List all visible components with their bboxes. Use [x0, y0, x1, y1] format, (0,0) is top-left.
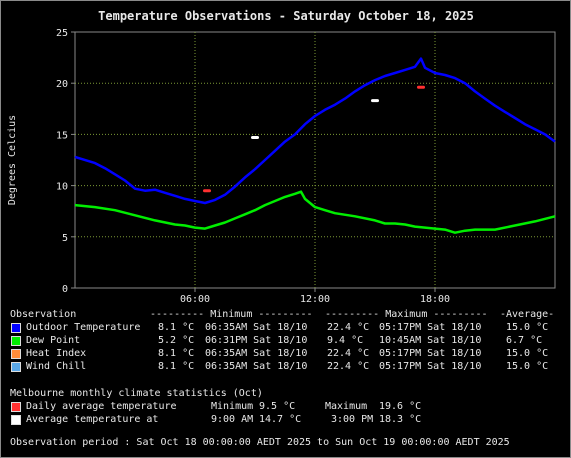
x-tick-label: 06:00: [180, 294, 210, 305]
chart-title: Temperature Observations - Saturday Octo…: [98, 9, 474, 23]
series-line-dew-point: [74, 190, 556, 234]
y-tick-label: 15: [56, 130, 68, 141]
x-tick-labels: 06:00 12:00 18:00: [180, 288, 450, 305]
y-axis-label: Degrees Celcius: [7, 115, 18, 205]
climate-marker: [371, 99, 379, 103]
y-tick-label: 25: [56, 28, 68, 39]
y-tick-label: 0: [62, 284, 68, 295]
y-tick-label: 10: [56, 182, 68, 193]
y-tick-label: 5: [62, 233, 68, 244]
climate-marker: [251, 135, 259, 139]
climate-marker: [203, 189, 211, 193]
grid-lines: [75, 32, 555, 288]
x-tick-label: 12:00: [300, 294, 330, 305]
climate-markers: [203, 85, 425, 193]
climate-marker: [417, 85, 425, 89]
y-tick-labels: 0 5 10 15 20 25: [56, 28, 75, 295]
series-lines: [74, 57, 556, 234]
plot-area: [74, 31, 556, 289]
series-line-outdoor-temperature: [74, 57, 556, 205]
y-tick-label: 20: [56, 79, 68, 90]
x-tick-label: 18:00: [420, 294, 450, 305]
